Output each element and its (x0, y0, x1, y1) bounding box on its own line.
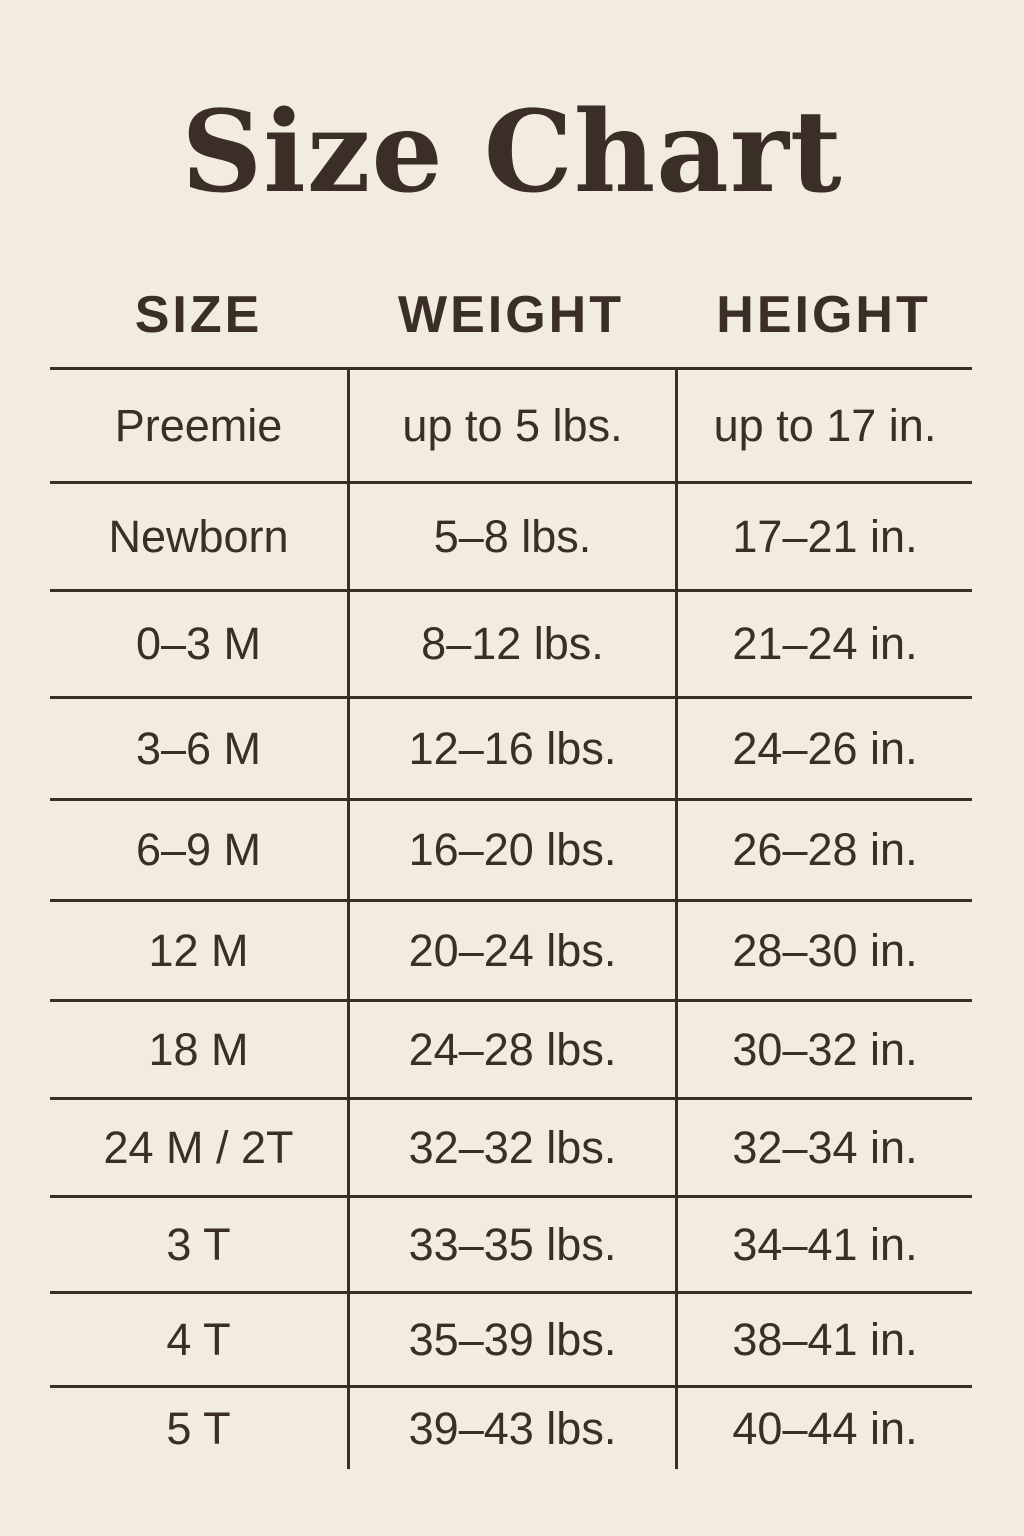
height-cell: 34–41 in. (675, 1198, 972, 1291)
table-row: Preemie up to 5 lbs. up to 17 in. (50, 367, 972, 481)
size-cell: 6–9 M (135, 824, 262, 875)
height-cell: 28–30 in. (675, 902, 972, 999)
weight-cell: 8–12 lbs. (347, 592, 675, 696)
table-row: 18 M 24–28 lbs. 30–32 in. (50, 999, 972, 1097)
size-cell: Preemie (114, 399, 283, 451)
height-cell: 24–26 in. (675, 699, 972, 798)
header-weight: WEIGHT (398, 286, 624, 344)
header-size: SIZE (134, 286, 263, 344)
table-row: 5 T 39–43 lbs. 40–44 in. (50, 1385, 972, 1469)
table-row: 4 T 35–39 lbs. 38–41 in. (50, 1291, 972, 1385)
table-row: 6–9 M 16–20 lbs. 26–28 in. (50, 798, 972, 899)
size-cell: 3 T (166, 1218, 231, 1270)
table-row: 0–3 M 8–12 lbs. 21–24 in. (50, 589, 972, 696)
weight-cell: 16–20 lbs. (347, 801, 675, 899)
height-cell: 32–34 in. (675, 1100, 972, 1195)
size-table: Preemie up to 5 lbs. up to 17 in. Newborn 5–… (50, 367, 972, 1469)
weight-cell: 12–16 lbs. (347, 699, 675, 798)
height-cell: 17–21 in. (675, 484, 972, 589)
table-header: SIZE WEIGHT HEIGHT (50, 280, 972, 350)
table-row: 3 T 33–35 lbs. 34–41 in. (50, 1195, 972, 1291)
size-cell: 24 M / 2T (103, 1121, 294, 1173)
table-row: Newborn 5–8 lbs. 17–21 in. (50, 481, 972, 589)
height-cell: 21–24 in. (675, 592, 972, 696)
weight-cell: 20–24 lbs. (347, 902, 675, 999)
page-title: Size Chart (181, 87, 843, 218)
weight-cell: 5–8 lbs. (347, 484, 675, 589)
size-cell: 5 T (166, 1402, 231, 1454)
height-cell: 30–32 in. (675, 1002, 972, 1097)
height-cell: 40–44 in. (675, 1388, 972, 1469)
size-cell: 4 T (166, 1313, 231, 1365)
size-cell: 3–6 M (135, 722, 262, 774)
weight-cell: 24–28 lbs. (347, 1002, 675, 1097)
weight-cell: 39–43 lbs. (347, 1388, 675, 1469)
height-cell: up to 17 in. (675, 370, 972, 481)
size-cell: 18 M (148, 1023, 249, 1075)
weight-cell: 32–32 lbs. (347, 1100, 675, 1195)
height-cell: 26–28 in. (675, 801, 972, 899)
header-height: HEIGHT (716, 286, 931, 344)
weight-cell: 35–39 lbs. (347, 1294, 675, 1385)
table-row: 12 M 20–24 lbs. 28–30 in. (50, 899, 972, 999)
height-cell: 38–41 in. (675, 1294, 972, 1385)
weight-cell: 33–35 lbs. (347, 1198, 675, 1291)
size-cell: 0–3 M (135, 618, 262, 669)
size-cell: 12 M (148, 924, 249, 976)
table-row: 3–6 M 12–16 lbs. 24–26 in. (50, 696, 972, 798)
size-cell: Newborn (108, 510, 289, 562)
weight-cell: up to 5 lbs. (347, 370, 675, 481)
table-row: 24 M / 2T 32–32 lbs. 32–34 in. (50, 1097, 972, 1195)
